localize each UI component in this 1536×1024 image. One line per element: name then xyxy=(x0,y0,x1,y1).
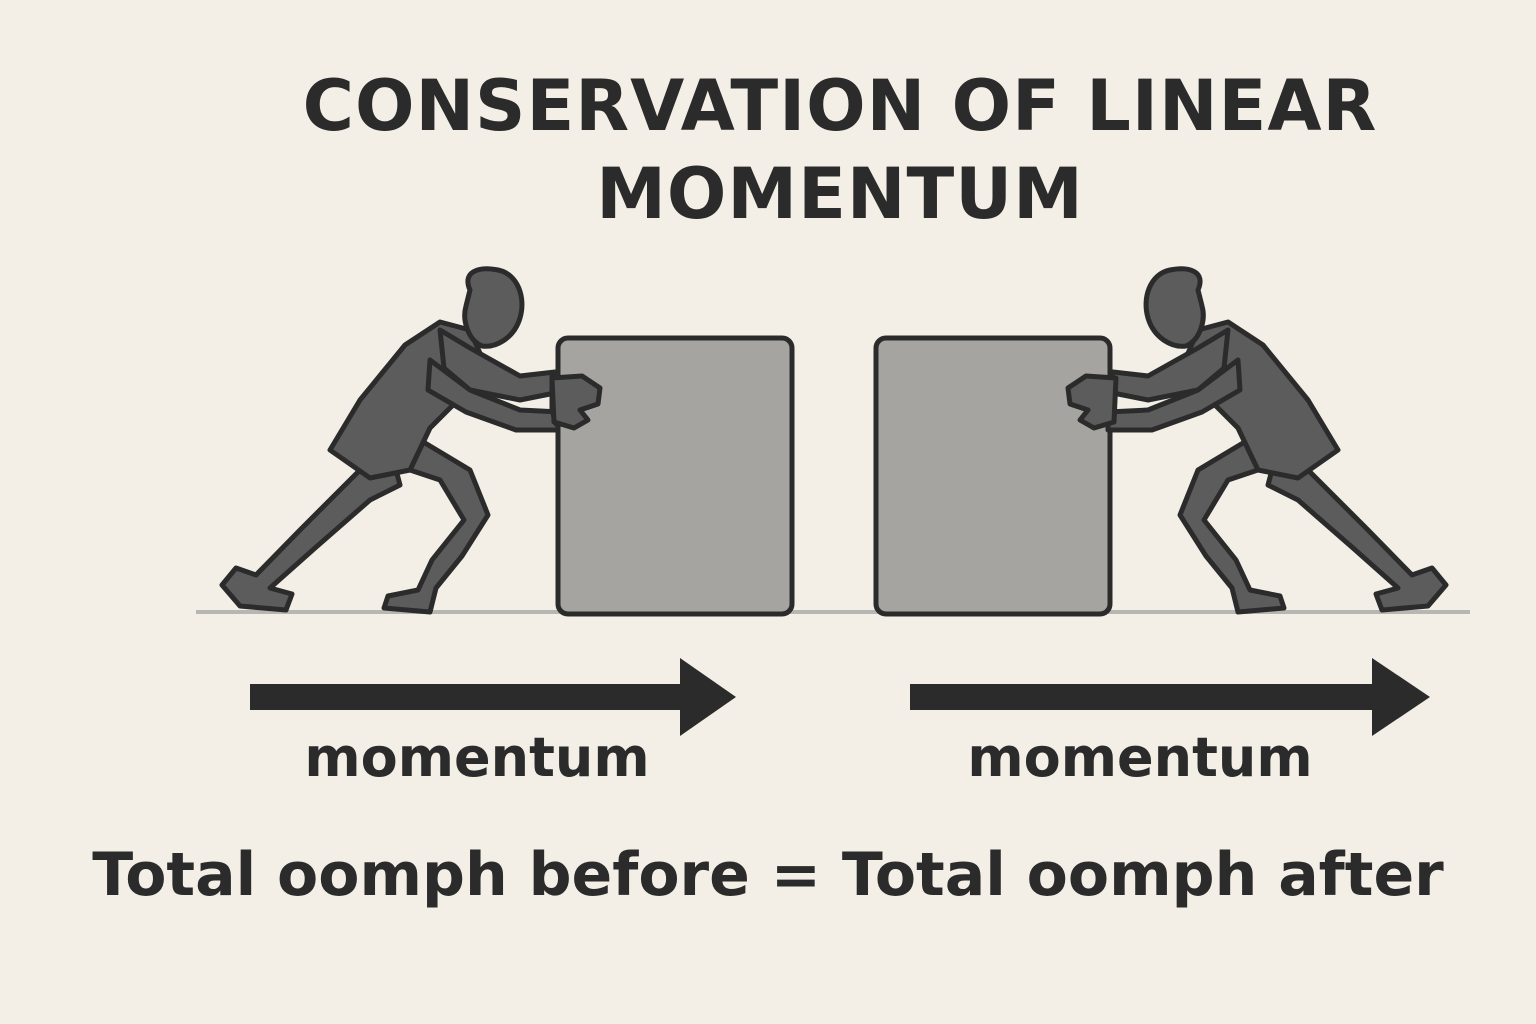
left-momentum-label: momentum xyxy=(304,726,650,789)
momentum-equation: Total oomph before = Total oomph after xyxy=(92,840,1444,910)
arrow-right-icon xyxy=(250,658,736,736)
person-pushing-left-icon xyxy=(1065,266,1449,615)
page-title: CONSERVATION OF LINEAR MOMENTUM xyxy=(240,62,1440,238)
person-pushing-right-icon xyxy=(219,266,601,615)
right-box xyxy=(873,335,1113,617)
title-line-2: MOMENTUM xyxy=(596,153,1084,235)
left-hand xyxy=(549,373,603,431)
right-momentum-label: momentum xyxy=(967,726,1313,789)
left-box xyxy=(555,335,795,617)
arrow-right-icon xyxy=(910,658,1430,736)
title-line-1: CONSERVATION OF LINEAR xyxy=(302,65,1378,147)
